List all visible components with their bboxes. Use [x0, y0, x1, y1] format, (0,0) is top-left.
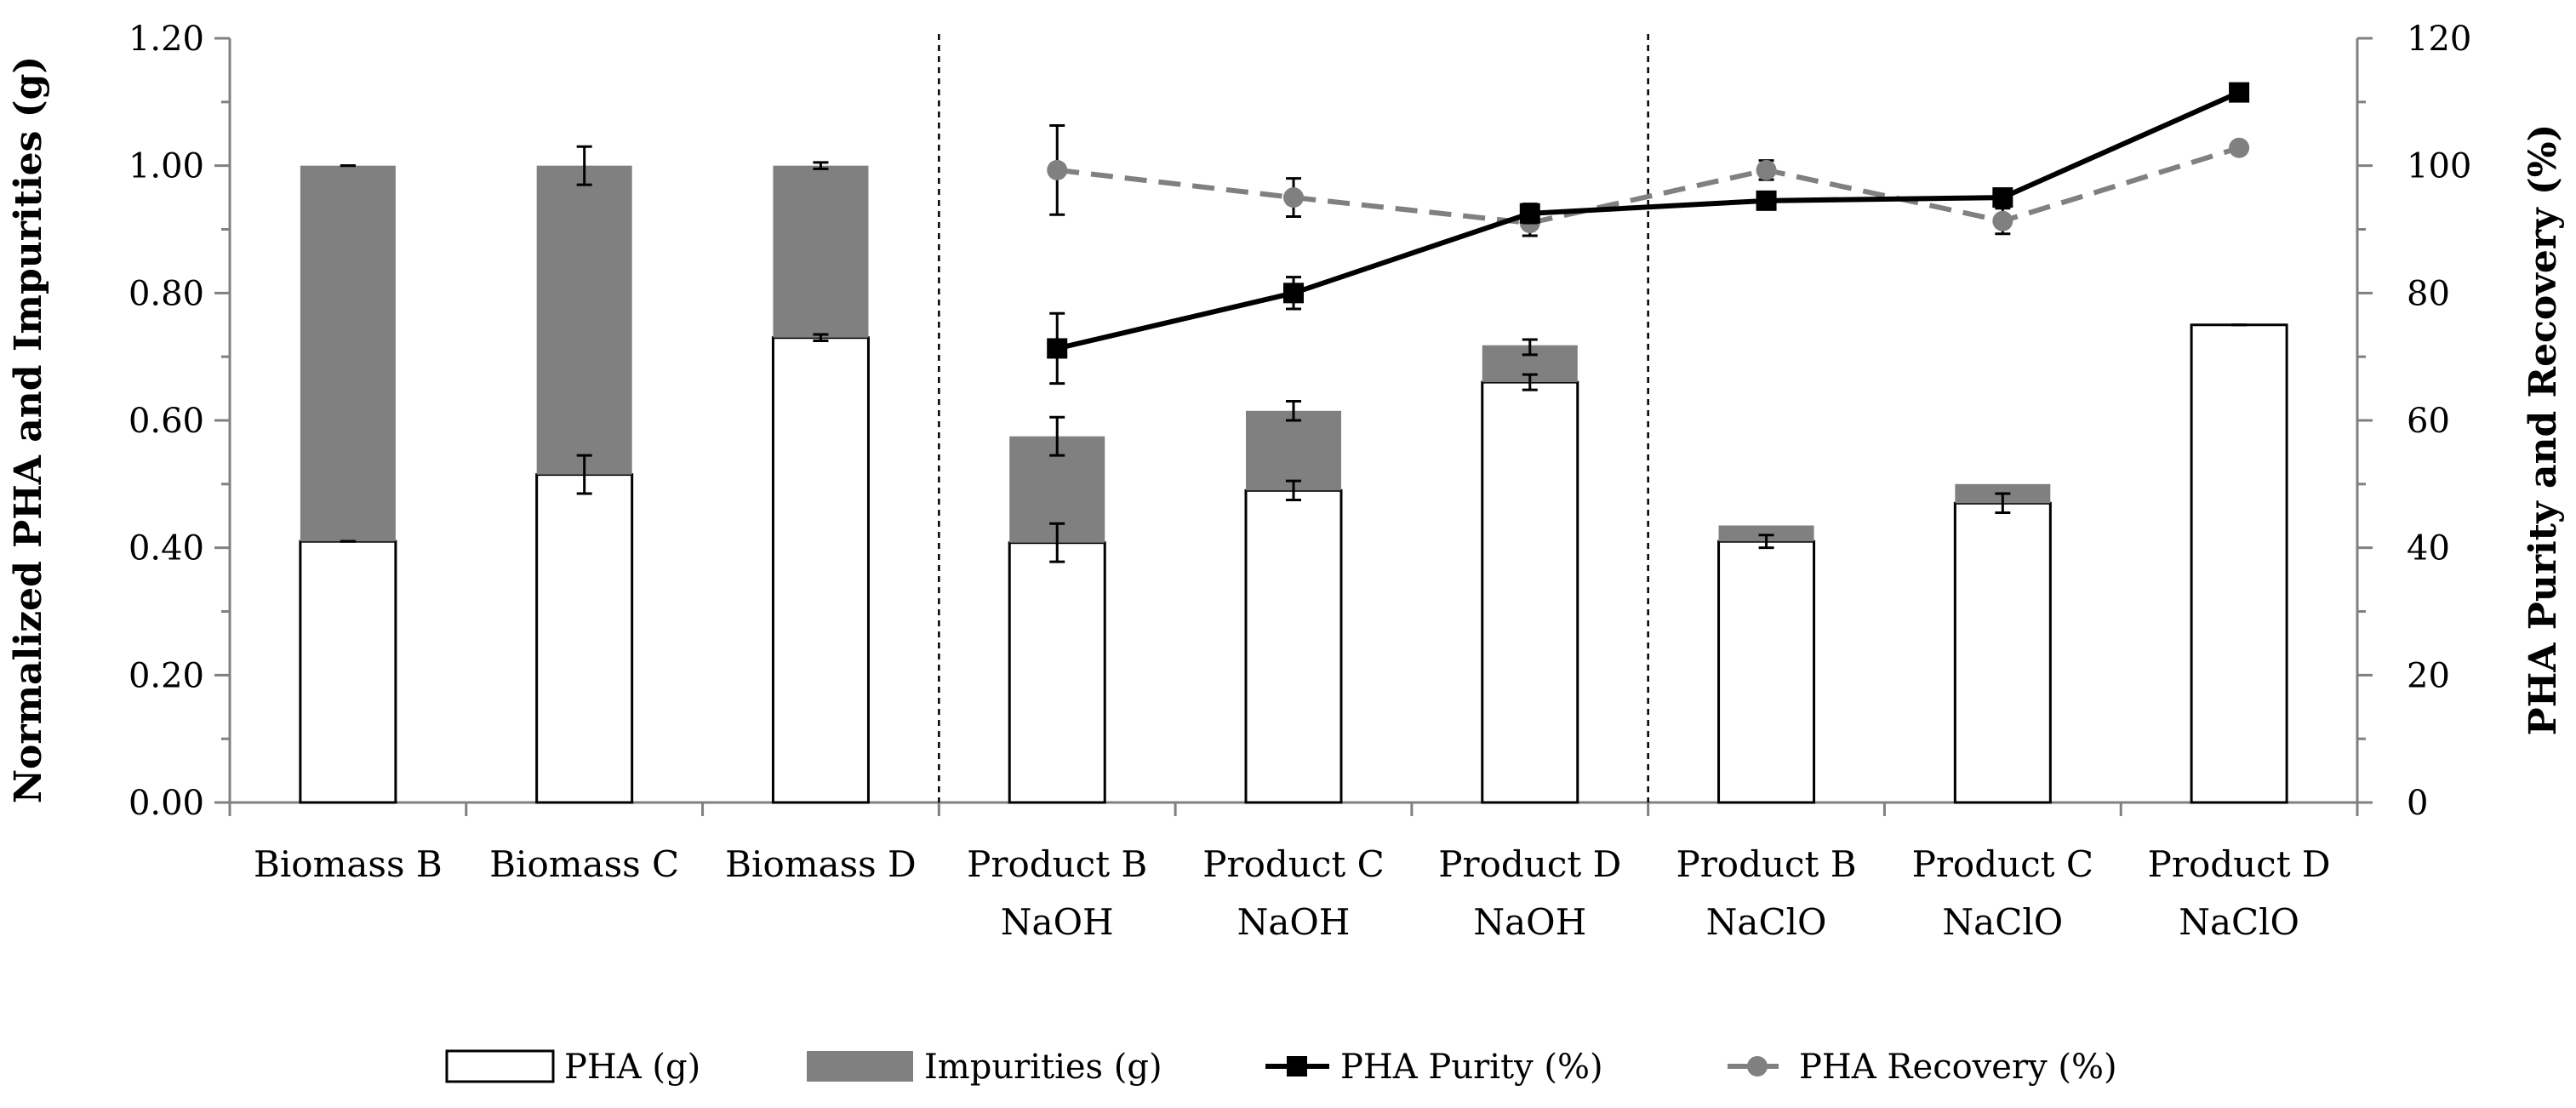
x-tick-label: Biomass B — [254, 843, 443, 885]
legend-swatch-impurities — [807, 1051, 913, 1082]
x-tick-label: Product D — [1438, 843, 1621, 885]
purity-point — [1283, 283, 1304, 304]
y-tick-label-right: 80 — [2407, 274, 2450, 313]
y-tick-label-left: 0.60 — [129, 402, 204, 441]
purity-point — [1519, 203, 1540, 224]
x-tick-label: NaOH — [1237, 901, 1351, 943]
bar-pha — [1953, 501, 2052, 804]
y-tick-label-right: 100 — [2407, 147, 2471, 186]
x-tick-label: NaOH — [1473, 901, 1586, 943]
x-tick-label: NaClO — [1942, 901, 2063, 943]
legend-swatch-pha — [445, 1049, 555, 1083]
bar-impurities — [1718, 525, 1814, 542]
y-tick-label-right: 40 — [2407, 529, 2450, 568]
x-tick-label: Product C — [1912, 843, 2093, 885]
y-tick-label-left: 1.00 — [129, 147, 204, 186]
bar-pha — [535, 473, 634, 804]
bar-impurities — [300, 165, 396, 542]
x-tick-label: NaClO — [1706, 901, 1827, 943]
legend: PHA (g) Impurities (g) PHA Purity (%) PHA R… — [445, 1048, 2117, 1087]
lines-layer — [1047, 82, 2250, 386]
legend-item: PHA Purity (%) — [1265, 1048, 1603, 1087]
y-tick-label-left: 0.40 — [129, 529, 204, 568]
x-tick-label: Product D — [2148, 843, 2331, 885]
labels-layer: Normalized PHA and Impurities (g) PHA Pu… — [7, 20, 2565, 943]
recovery-point — [1992, 210, 2013, 231]
bars-layer — [299, 145, 2288, 804]
recovery-point — [2229, 137, 2250, 158]
y-tick-label-left: 0.20 — [129, 656, 204, 695]
x-tick-label: Biomass D — [725, 843, 917, 885]
legend-label: PHA (g) — [564, 1048, 700, 1087]
y-tick-label-left: 0.80 — [129, 274, 204, 313]
bar-pha — [1008, 541, 1106, 804]
purity-line — [1056, 89, 2241, 351]
bar-pha — [2190, 323, 2288, 804]
purity-point — [1992, 187, 2013, 208]
x-tick-label: Product B — [967, 843, 1147, 885]
x-tick-label: Biomass C — [489, 843, 679, 885]
legend-item: PHA (g) — [445, 1048, 700, 1087]
y-axis-title-left: Normalized PHA and Impurities (g) — [7, 56, 50, 803]
y-tick-label-left: 0.00 — [129, 784, 204, 823]
purity-point — [1756, 190, 1777, 211]
legend-item: PHA Recovery (%) — [1728, 1048, 2117, 1087]
legend-label: Impurities (g) — [924, 1048, 1162, 1087]
recovery-point — [1283, 187, 1304, 208]
x-tick-label: NaOH — [1001, 901, 1114, 943]
purity-point — [1047, 338, 1068, 359]
x-tick-label: Product C — [1202, 843, 1384, 885]
recovery-point — [1756, 159, 1777, 180]
recovery-line — [1056, 145, 2240, 226]
bar-impurities — [536, 165, 632, 475]
bar-impurities — [773, 165, 869, 338]
recovery-point — [1047, 159, 1068, 180]
legend-label: PHA Purity (%) — [1340, 1048, 1603, 1087]
y-tick-label-right: 20 — [2407, 656, 2450, 695]
y-tick-label-right: 120 — [2407, 20, 2471, 59]
x-tick-label: Product B — [1676, 843, 1856, 885]
bar-impurities — [1246, 410, 1341, 491]
bar-pha — [771, 336, 870, 804]
y-tick-label-right: 60 — [2407, 402, 2450, 441]
legend-swatch-purity-marker — [1287, 1056, 1307, 1077]
bar-pha — [1717, 540, 1816, 804]
purity-point — [2229, 82, 2250, 103]
x-tick-label: NaClO — [2179, 901, 2299, 943]
y-tick-label-left: 1.20 — [129, 20, 204, 59]
y-axis-title-right: PHA Purity and Recovery (%) — [2522, 124, 2565, 736]
y-tick-label-right: 0 — [2407, 784, 2428, 823]
bar-pha — [299, 540, 397, 804]
legend-item: Impurities (g) — [807, 1048, 1162, 1087]
legend-label: PHA Recovery (%) — [1799, 1048, 2117, 1087]
bar-pha — [1481, 380, 1579, 804]
legend-swatch-recovery-marker — [1747, 1056, 1768, 1077]
bar-pha — [1244, 488, 1343, 804]
